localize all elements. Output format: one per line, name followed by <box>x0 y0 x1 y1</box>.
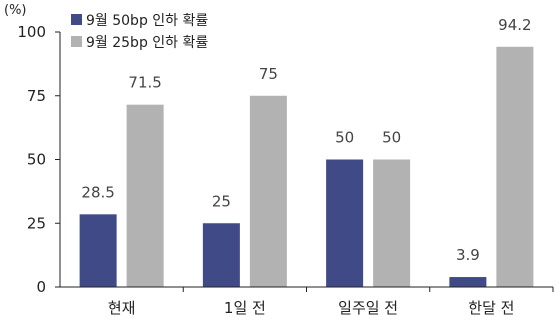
data-label: 94.2 <box>498 16 531 34</box>
y-tick-label: 25 <box>27 214 46 232</box>
bar <box>373 159 411 287</box>
legend-swatch <box>71 14 82 25</box>
bar <box>496 46 534 287</box>
legend-label: 9월 25bp 인하 확률 <box>86 35 208 51</box>
bar <box>79 214 117 287</box>
y-tick-label: 0 <box>36 278 46 296</box>
bar <box>326 159 364 287</box>
legend: 9월 50bp 인하 확률 9월 25bp 인하 확률 <box>71 13 208 51</box>
legend-label: 9월 50bp 인하 확률 <box>86 13 208 29</box>
bar <box>249 95 287 287</box>
x-category-label: 한달 전 <box>468 299 514 317</box>
legend-swatch <box>71 36 82 47</box>
data-label: 50 <box>335 129 354 147</box>
bar <box>449 277 487 287</box>
bar <box>202 223 240 287</box>
y-tick-label: 50 <box>27 151 46 169</box>
data-label: 75 <box>259 65 278 83</box>
y-tick-label: 100 <box>17 23 46 41</box>
x-axis: 현재 1일 전 일주일 전 한달 전 <box>60 286 554 317</box>
y-axis: 0 25 50 75 100 <box>17 23 61 296</box>
data-label: 28.5 <box>81 183 114 201</box>
bars: 28.5 71.5 25 75 50 50 3.9 94.2 <box>79 16 534 287</box>
data-label: 71.5 <box>128 74 161 92</box>
x-category-label: 현재 <box>108 299 136 317</box>
y-unit-label: (%) <box>4 3 27 18</box>
data-label: 25 <box>212 192 231 210</box>
data-label: 50 <box>382 129 401 147</box>
x-category-label: 1일 전 <box>224 299 266 317</box>
y-tick-label: 75 <box>27 87 46 105</box>
data-label: 3.9 <box>456 246 480 264</box>
bar <box>126 104 164 287</box>
x-category-label: 일주일 전 <box>338 299 398 317</box>
